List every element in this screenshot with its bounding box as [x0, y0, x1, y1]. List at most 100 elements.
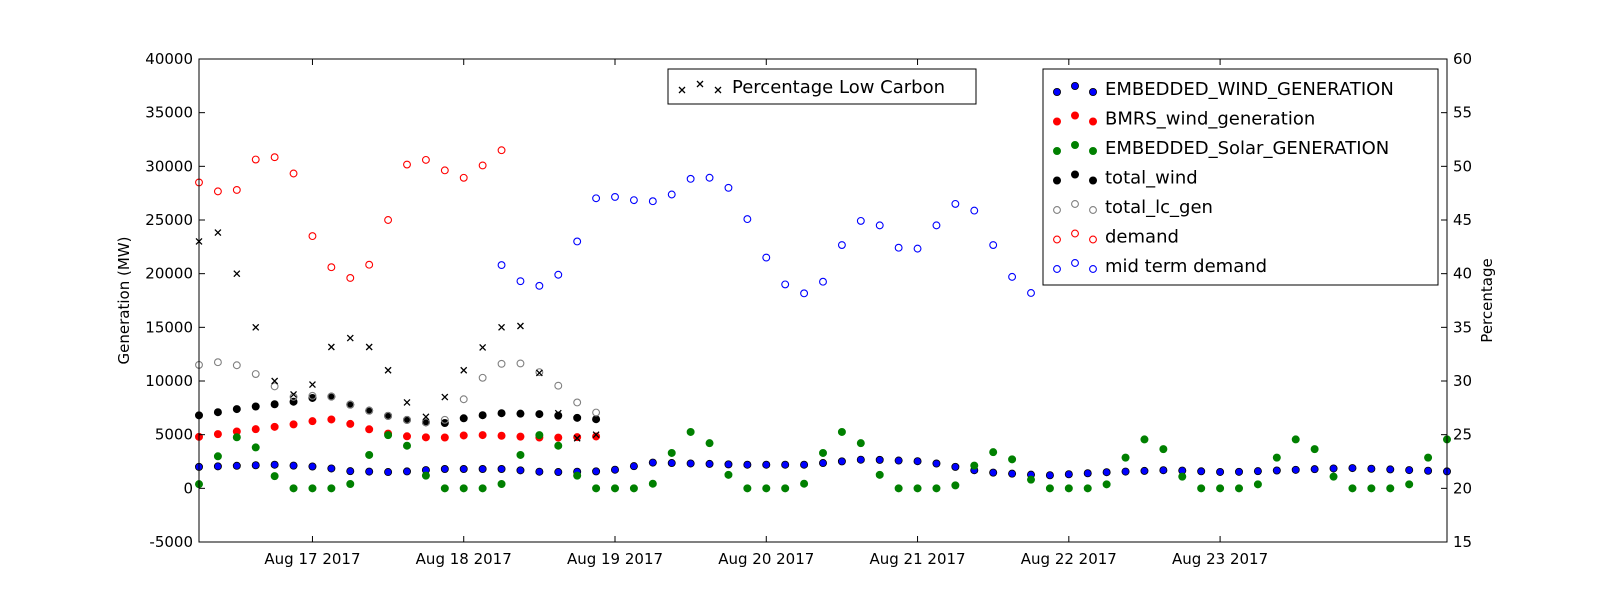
data-point [932, 221, 941, 230]
data-point [1386, 465, 1395, 474]
data-point [686, 427, 695, 436]
data-point [516, 359, 525, 368]
data-point [421, 471, 430, 480]
legend-label: EMBEDDED_WIND_GENERATION [1105, 79, 1394, 100]
data-point [478, 373, 487, 382]
y-axis-label: Generation (MW) [115, 237, 133, 365]
data-point [1008, 455, 1017, 464]
data-point [440, 433, 449, 442]
data-point [440, 484, 449, 493]
data-point [327, 464, 336, 473]
data-point [214, 229, 222, 236]
y2-axis-label: Percentage [1478, 258, 1496, 342]
y2-tick-label: 15 [1453, 533, 1472, 551]
data-point [1424, 453, 1433, 462]
data-point [516, 450, 525, 459]
data-point [1367, 464, 1376, 473]
y-tick-label: 35000 [145, 104, 193, 122]
legend-marker [1071, 200, 1079, 208]
data-point [516, 466, 525, 475]
data-point [1253, 480, 1262, 489]
data-point [1348, 484, 1357, 493]
data-point [648, 197, 657, 206]
data-point [497, 409, 506, 418]
data-point [913, 244, 922, 253]
data-point [1216, 484, 1225, 493]
data-point [837, 457, 846, 466]
data-point [308, 393, 317, 402]
legend-entry: EMBEDDED_WIND_GENERATION [1053, 79, 1394, 100]
legend-marker [1071, 82, 1080, 91]
data-point [1083, 484, 1092, 493]
legend-entry: demand [1053, 227, 1179, 248]
data-point [402, 432, 411, 441]
data-point [327, 484, 336, 493]
legend-marker [1053, 206, 1061, 214]
data-point [592, 431, 600, 439]
y2-tick-label: 60 [1453, 50, 1472, 68]
data-point [894, 484, 903, 493]
data-point [781, 280, 790, 289]
data-point [289, 461, 298, 470]
data-point [535, 410, 544, 419]
legend-secondary-box [667, 68, 977, 105]
data-point [1424, 466, 1433, 475]
data-point [781, 460, 790, 469]
data-point [1386, 484, 1395, 493]
data-point [213, 408, 222, 417]
data-point [819, 448, 828, 457]
data-point [819, 277, 827, 286]
data-point [251, 443, 260, 452]
y2-tick-label: 30 [1453, 372, 1472, 390]
data-point [1140, 435, 1149, 444]
data-point [308, 232, 317, 241]
x-tick-label: Aug 23 2017 [1172, 550, 1268, 568]
y2-tick-label: 25 [1453, 426, 1472, 444]
data-point [251, 370, 260, 378]
data-point [346, 479, 355, 488]
data-point [308, 462, 317, 471]
data-point [989, 241, 998, 249]
data-point [894, 456, 903, 465]
data-point [913, 457, 922, 466]
data-point [743, 484, 752, 493]
data-point [592, 484, 601, 493]
legend-label: demand [1105, 227, 1179, 248]
y2-tick-label: 35 [1453, 318, 1472, 336]
data-point [440, 166, 449, 175]
legend-marker [696, 80, 704, 88]
legend-entry: total_lc_gen [1053, 197, 1213, 218]
data-point [1367, 484, 1376, 493]
data-point [932, 484, 941, 493]
data-point [800, 460, 809, 469]
data-point [573, 433, 582, 442]
data-point [327, 263, 336, 272]
data-point [346, 400, 355, 409]
data-point [516, 277, 525, 286]
legend-marker [678, 86, 686, 94]
data-point [951, 481, 960, 490]
data-point [554, 270, 563, 279]
data-point [270, 382, 279, 391]
data-point [270, 460, 279, 469]
data-point [403, 399, 411, 406]
data-point [837, 427, 846, 436]
data-point [1405, 480, 1414, 489]
data-point [1045, 471, 1054, 480]
data-point [1121, 467, 1130, 476]
data-point [629, 484, 638, 493]
data-point [365, 343, 373, 351]
y-tick-label: 15000 [145, 318, 193, 336]
data-point [1178, 472, 1187, 481]
data-point [478, 484, 487, 493]
data-point [989, 448, 998, 457]
data-point [648, 458, 657, 467]
y-tick-label: 0 [183, 479, 193, 497]
data-point [365, 425, 374, 434]
data-point [232, 461, 241, 470]
data-point [422, 413, 430, 421]
data-point [611, 465, 620, 474]
legend-marker [1071, 140, 1080, 149]
data-point [289, 484, 298, 493]
legend-marker [1053, 146, 1062, 155]
